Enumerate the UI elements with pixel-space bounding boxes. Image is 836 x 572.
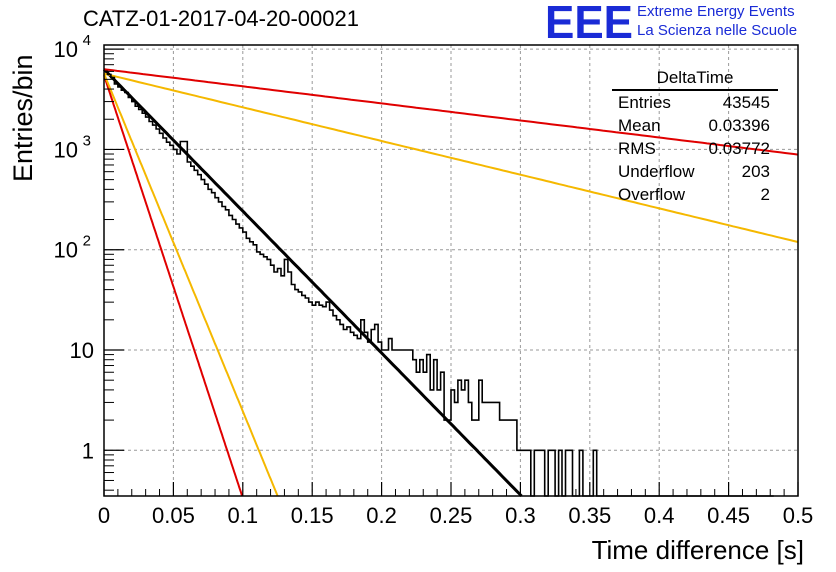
stats-row-underflow: Underflow 203 (606, 160, 782, 183)
curves-layer (102, 68, 799, 498)
x-tick-label: 0.5 (783, 503, 814, 528)
x-tick-label: 0.45 (707, 503, 750, 528)
curve-fit (102, 68, 523, 498)
y-tick-label: 10 (54, 137, 78, 162)
run-title: CATZ-01-2017-04-20-00021 (83, 6, 359, 31)
axis-ticks (103, 48, 799, 496)
stats-value: 43545 (722, 93, 770, 112)
histogram-series (104, 70, 774, 497)
curve-orange_slow (103, 72, 799, 243)
curve-red_fast (103, 74, 244, 497)
y-tick-label: 10 (70, 338, 94, 363)
stats-row-entries: Entries 43545 (606, 91, 782, 114)
x-tick-label: 0.15 (291, 503, 334, 528)
stats-row-overflow: Overflow 2 (606, 183, 782, 206)
x-tick-label: 0.25 (430, 503, 473, 528)
stats-label: Underflow (618, 162, 695, 181)
grid-lines (104, 45, 798, 496)
x-tick-label: 0 (98, 503, 110, 528)
y-tick-exponent: 4 (83, 32, 91, 49)
stats-row-mean: Mean 0.03396 (606, 114, 782, 137)
stats-value: 203 (741, 162, 770, 181)
eee-logo: EEE (545, 2, 633, 42)
stats-value: 0.03396 (708, 116, 770, 135)
logo-text: EEE (545, 2, 633, 42)
y-tick-label: 10 (54, 238, 78, 263)
x-tick-label: 0.35 (568, 503, 611, 528)
y-tick-exponent: 3 (83, 132, 91, 149)
stats-row-rms: RMS 0.03772 (606, 137, 782, 160)
x-tick-label: 0.1 (228, 503, 259, 528)
stats-value: 2 (760, 185, 770, 204)
y-tick-labels: 10 4 10 3 10 2 10 1 (54, 32, 94, 463)
curve-red_slow (103, 68, 799, 156)
stats-label: Overflow (618, 185, 686, 204)
y-axis-label: Entries/bin (8, 54, 38, 182)
y-tick-label: 10 (54, 37, 78, 62)
stats-box: DeltaTime Entries 43545 Mean 0.03396 RMS… (606, 66, 782, 206)
stats-value: 0.03772 (708, 139, 770, 158)
x-tick-label: 0.05 (152, 503, 195, 528)
x-axis-label: Time difference [s] (591, 535, 804, 565)
curve-orange_fast (103, 73, 279, 497)
stats-label: Entries (618, 93, 671, 112)
logo-line-1: Extreme Energy Events (637, 3, 795, 20)
x-tick-label: 0.2 (366, 503, 397, 528)
stats-label: RMS (618, 139, 656, 158)
stats-title: DeltaTime (612, 66, 778, 91)
y-tick-exponent: 2 (83, 233, 91, 250)
logo-line-2: La Scienza nelle Scuole (637, 22, 798, 39)
y-tick-label: 1 (82, 438, 94, 463)
x-tick-label: 0.4 (644, 503, 675, 528)
x-tick-labels: 0 0.05 0.1 0.15 0.2 0.25 0.3 0.35 0.4 0.45 0.5 (98, 503, 813, 528)
stats-label: Mean (618, 116, 661, 135)
x-tick-label: 0.3 (505, 503, 536, 528)
